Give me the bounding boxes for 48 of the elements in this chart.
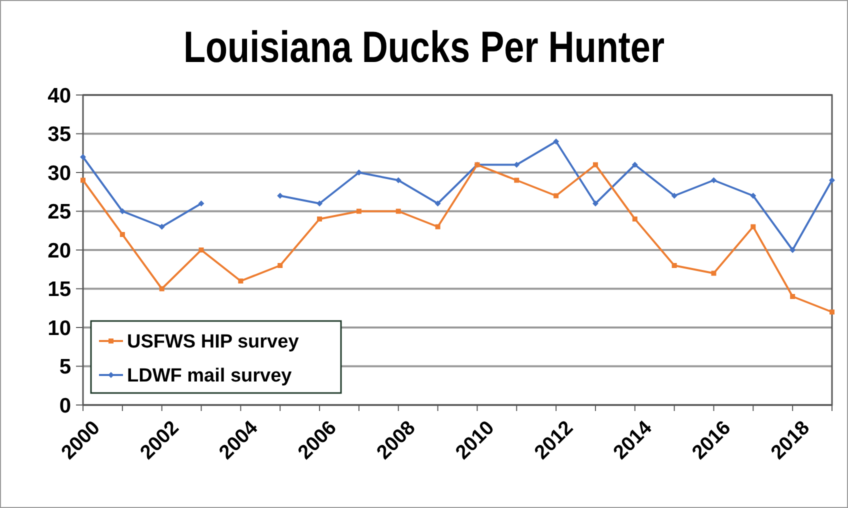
point [356,208,362,214]
point [632,162,638,168]
point [80,154,86,160]
point [120,232,125,237]
point [238,278,244,284]
point [396,208,401,214]
legend-label: LDWF mail survey [127,366,292,387]
y-tick-label: 5 [59,356,72,379]
point [514,178,520,183]
y-tick-label: 15 [48,278,72,302]
chart-title: Louisiana Ducks Per Hunter [183,22,665,72]
point [830,310,834,314]
point [592,162,598,168]
y-tick-label: 25 [48,200,72,224]
point [711,270,716,276]
point [158,224,165,230]
point [317,216,322,222]
y-tick-label: 30 [48,162,71,185]
point [750,192,756,199]
point [434,200,441,206]
point [278,263,283,268]
y-tick-label: 0 [59,394,71,418]
point [159,286,164,292]
y-tick-label: 35 [48,123,72,146]
y-tick-label: 10 [48,316,71,340]
point [710,177,717,184]
point [198,200,204,206]
point [592,200,598,206]
point [671,192,678,199]
y-tick-label: 20 [48,239,71,262]
y-tick-label: 40 [48,84,71,108]
legend-label: USFWS HIP survey [127,332,300,353]
point [750,224,756,230]
point [553,138,560,144]
point [790,294,796,299]
point [198,248,204,252]
point [829,177,835,184]
point [435,224,440,230]
point [554,193,559,198]
point [395,177,402,184]
point [672,263,677,268]
point [632,216,638,222]
point [790,247,796,253]
point [356,170,362,176]
point [80,178,86,183]
point [316,200,323,206]
point [119,208,126,214]
point [277,192,284,199]
